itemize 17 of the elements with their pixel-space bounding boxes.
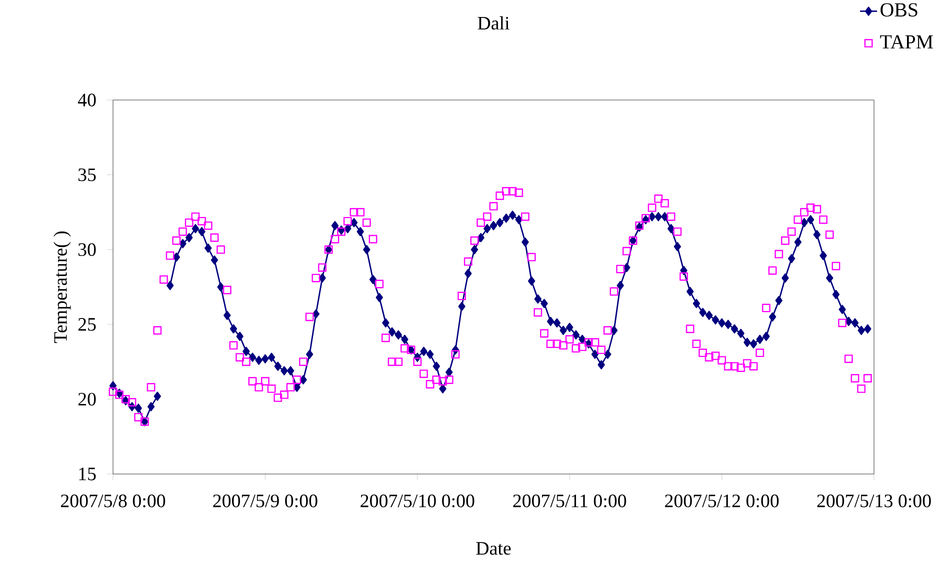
y-tick-label: 35 (78, 168, 96, 182)
y-tick-label: 25 (78, 318, 96, 331)
y-tick-label: 40 (78, 94, 96, 106)
x-tick-label: 2007/5/12 0:00 (665, 494, 779, 508)
x-tick-label: 2007/5/9 0:00 (213, 494, 318, 508)
y-tick-label: 15 (79, 468, 96, 480)
x-axis-title: Date (476, 542, 511, 555)
x-tick-label: 2007/5/10 0:00 (360, 494, 474, 508)
y-axis-title: Temperature( ) (54, 231, 71, 344)
x-tick-label: 2007/5/11 0:00 (513, 494, 626, 508)
chart-title: Dali (478, 16, 510, 30)
y-tick-label: 20 (78, 392, 96, 406)
x-tick-label: 2007/5/13 0:00 (817, 494, 931, 508)
legend-label: OBS (880, 3, 918, 17)
legend-label: TAPM (880, 35, 933, 48)
y-tick-label: 30 (78, 243, 96, 256)
x-tick-label: 2007/5/8 0:00 (60, 494, 166, 508)
